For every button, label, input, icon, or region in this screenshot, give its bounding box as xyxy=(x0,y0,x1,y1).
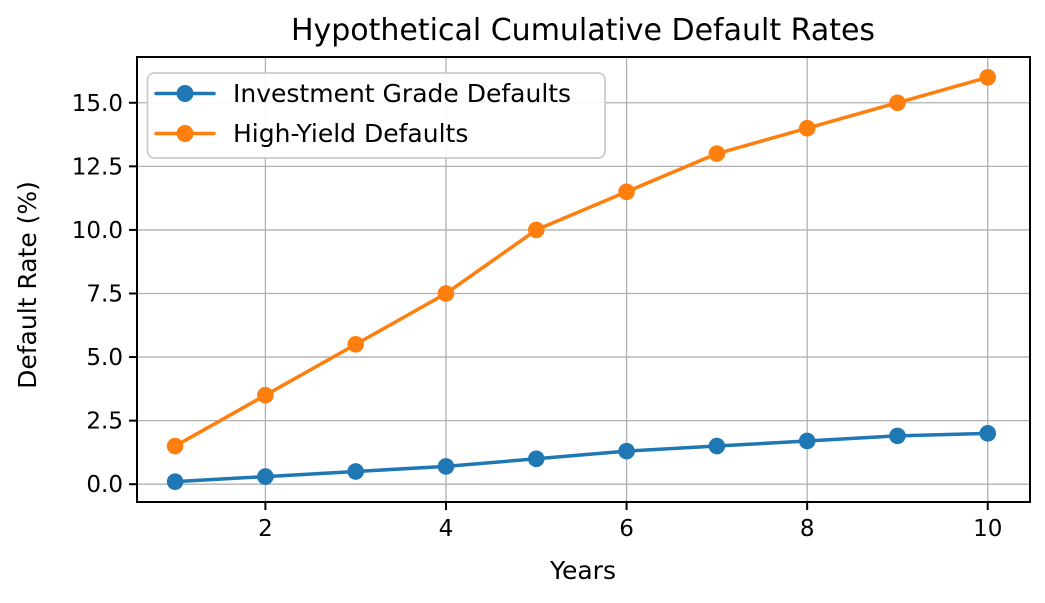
data-point xyxy=(618,183,635,201)
x-tick-label: 6 xyxy=(619,516,634,542)
y-tick-label: 15.0 xyxy=(72,91,123,117)
y-tick-label: 5.0 xyxy=(86,345,123,371)
y-tick-label: 2.5 xyxy=(86,409,123,435)
data-point xyxy=(166,437,184,455)
data-point xyxy=(437,458,455,475)
data-point xyxy=(798,432,816,450)
y-tick-label: 0.0 xyxy=(86,472,123,498)
series-line xyxy=(173,75,990,448)
legend-label: High-Yield Defaults xyxy=(233,119,468,148)
y-tick-label: 10.0 xyxy=(72,218,123,244)
data-point xyxy=(889,94,906,112)
legend-swatch-marker xyxy=(176,125,194,142)
x-tick-label: 10 xyxy=(973,516,1002,542)
data-point xyxy=(889,427,906,445)
data-point xyxy=(708,437,726,455)
data-point xyxy=(347,336,364,353)
legend-label: Investment Grade Defaults xyxy=(233,79,571,108)
legend-swatch-marker xyxy=(176,85,194,102)
data-point xyxy=(527,221,545,239)
x-tick-label: 2 xyxy=(258,516,273,542)
series-line xyxy=(173,431,990,484)
legend-item: Investment Grade Defaults xyxy=(154,79,571,108)
legend-item: High-Yield Defaults xyxy=(154,119,468,148)
y-tick-label: 7.5 xyxy=(86,281,123,307)
data-series xyxy=(166,69,997,490)
data-point xyxy=(798,119,816,137)
data-point xyxy=(347,463,364,480)
data-point xyxy=(257,468,274,485)
data-point xyxy=(437,285,455,302)
data-point xyxy=(166,473,184,490)
data-point xyxy=(979,425,997,442)
x-tick-label: 4 xyxy=(439,516,454,542)
x-axis-label: Years xyxy=(549,556,616,585)
data-point xyxy=(527,450,545,468)
plot-frame xyxy=(136,56,1031,503)
data-point xyxy=(708,145,726,162)
axes-frame xyxy=(136,56,1031,503)
x-tick-label: 8 xyxy=(800,516,815,542)
chart-title: Hypothetical Cumulative Default Rates xyxy=(291,13,875,48)
legend-box xyxy=(146,72,606,159)
data-point xyxy=(979,69,997,86)
data-point xyxy=(257,386,274,404)
legend: Investment Grade Defaults High-Yield Defa… xyxy=(146,72,606,159)
data-point xyxy=(618,442,635,460)
axis-ticks: 2 4 6 8 10 0.0 2.5 5.0 7.5 10.0 12.5 15.0 xyxy=(72,91,1003,542)
y-tick-label: 12.5 xyxy=(72,154,123,180)
y-axis-label: Default Rate (%) xyxy=(13,181,42,389)
